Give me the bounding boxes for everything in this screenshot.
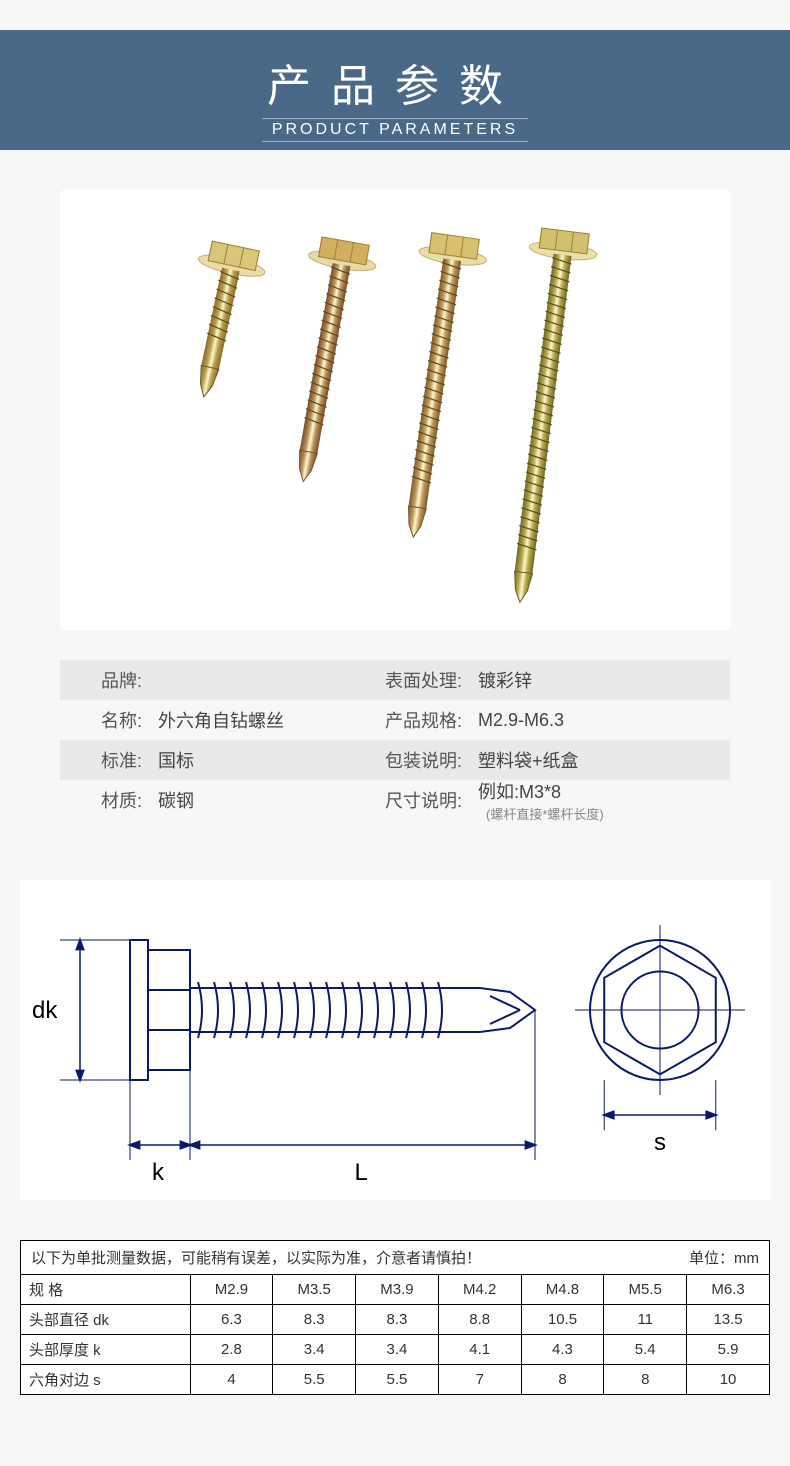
- spec-data-table: 以下为单批测量数据，可能稍有误差，以实际为准，介意者请慎拍！ 单位：mm 规 格M2…: [20, 1240, 770, 1395]
- spec-row: 标准:国标包装说明:塑料袋+纸盒: [60, 740, 730, 780]
- spec-value: 外六角自钻螺丝: [150, 707, 380, 733]
- table-cell: 8: [604, 1365, 687, 1395]
- table-col-header: M4.2: [438, 1275, 521, 1305]
- table-cell: 10.5: [521, 1305, 604, 1335]
- table-cell: 3.4: [273, 1335, 356, 1365]
- table-cell: 13.5: [687, 1305, 770, 1335]
- table-row-label: 头部厚度 k: [21, 1335, 191, 1365]
- table-cell: 8.3: [356, 1305, 439, 1335]
- dimension-diagram-svg: dk k Ls: [20, 880, 770, 1200]
- spec-label: 材质:: [60, 787, 150, 813]
- spec-row: 名称:外六角自钻螺丝产品规格:M2.9-M6.3: [60, 700, 730, 740]
- table-col-header: M4.8: [521, 1275, 604, 1305]
- spec-value: 国标: [150, 747, 380, 773]
- table-cell: 8.8: [438, 1305, 521, 1335]
- table-col-header: M5.5: [604, 1275, 687, 1305]
- spec-label: 品牌:: [60, 667, 150, 693]
- table-cell: 8.3: [273, 1305, 356, 1335]
- spec-data-table-wrap: 以下为单批测量数据，可能稍有误差，以实际为准，介意者请慎拍！ 单位：mm 规 格M2…: [20, 1240, 770, 1395]
- table-row: 头部厚度 k2.83.43.44.14.35.45.9: [21, 1335, 770, 1365]
- svg-text:s: s: [654, 1129, 666, 1156]
- spec-label: 产品规格:: [380, 707, 470, 733]
- spec-label: 表面处理:: [380, 667, 470, 693]
- spec-value: 碳钢: [150, 787, 380, 813]
- table-cell: 5.5: [273, 1365, 356, 1395]
- spec-row: 材质:碳钢尺寸说明:例如:M3*8(螺杆直接*螺杆长度): [60, 780, 730, 820]
- table-cell: 7: [438, 1365, 521, 1395]
- svg-text:L: L: [355, 1159, 368, 1186]
- table-cell: 11: [604, 1305, 687, 1335]
- spec-value: 例如:M3*8(螺杆直接*螺杆长度): [470, 778, 700, 823]
- spec-note: (螺杆直接*螺杆长度): [478, 804, 700, 823]
- table-cell: 4.3: [521, 1335, 604, 1365]
- table-row: 六角对边 s45.55.578810: [21, 1365, 770, 1395]
- svg-text:k: k: [152, 1159, 165, 1186]
- table-row: 头部直径 dk6.38.38.38.810.51113.5: [21, 1305, 770, 1335]
- table-cell: 5.5: [356, 1365, 439, 1395]
- table-header-label: 规 格: [21, 1275, 191, 1305]
- table-note-row: 以下为单批测量数据，可能稍有误差，以实际为准，介意者请慎拍！ 单位：mm: [21, 1241, 770, 1275]
- table-cell: 5.4: [604, 1335, 687, 1365]
- product-photo: [60, 190, 730, 630]
- product-photo-svg: [60, 190, 730, 630]
- spec-value: 塑料袋+纸盒: [470, 747, 700, 773]
- table-note: 以下为单批测量数据，可能稍有误差，以实际为准，介意者请慎拍！: [31, 1250, 481, 1267]
- table-cell: 4: [190, 1365, 273, 1395]
- table-col-header: M2.9: [190, 1275, 273, 1305]
- table-col-header: M3.9: [356, 1275, 439, 1305]
- spec-label: 名称:: [60, 707, 150, 733]
- header-bar: 产品参数 PRODUCT PARAMETERS: [0, 30, 790, 150]
- table-cell: 2.8: [190, 1335, 273, 1365]
- header-subtitle-en: PRODUCT PARAMETERS: [262, 118, 528, 142]
- table-cell: 4.1: [438, 1335, 521, 1365]
- spec-row: 品牌: 表面处理:镀彩锌: [60, 660, 730, 700]
- spec-list: 品牌:表面处理:镀彩锌名称:外六角自钻螺丝产品规格:M2.9-M6.3标准:国标…: [60, 660, 730, 820]
- svg-text:dk: dk: [32, 997, 58, 1024]
- spec-value: M2.9-M6.3: [470, 710, 700, 731]
- table-col-header: M6.3: [687, 1275, 770, 1305]
- spec-value: 镀彩锌: [470, 667, 700, 693]
- table-row-label: 六角对边 s: [21, 1365, 191, 1395]
- dimension-diagram: dk k Ls: [20, 880, 770, 1200]
- table-cell: 3.4: [356, 1335, 439, 1365]
- table-cell: 10: [687, 1365, 770, 1395]
- table-header-row: 规 格M2.9M3.5M3.9M4.2M4.8M5.5M6.3: [21, 1275, 770, 1305]
- table-cell: 8: [521, 1365, 604, 1395]
- table-unit: 单位：mm: [689, 1247, 759, 1268]
- table-cell: 5.9: [687, 1335, 770, 1365]
- table-col-header: M3.5: [273, 1275, 356, 1305]
- header-title-cn: 产品参数: [150, 50, 640, 114]
- spec-label: 包装说明:: [380, 747, 470, 773]
- table-row-label: 头部直径 dk: [21, 1305, 191, 1335]
- header-inner: 产品参数 PRODUCT PARAMETERS: [150, 50, 640, 142]
- spec-label: 标准:: [60, 747, 150, 773]
- spec-label: 尺寸说明:: [380, 787, 470, 813]
- table-cell: 6.3: [190, 1305, 273, 1335]
